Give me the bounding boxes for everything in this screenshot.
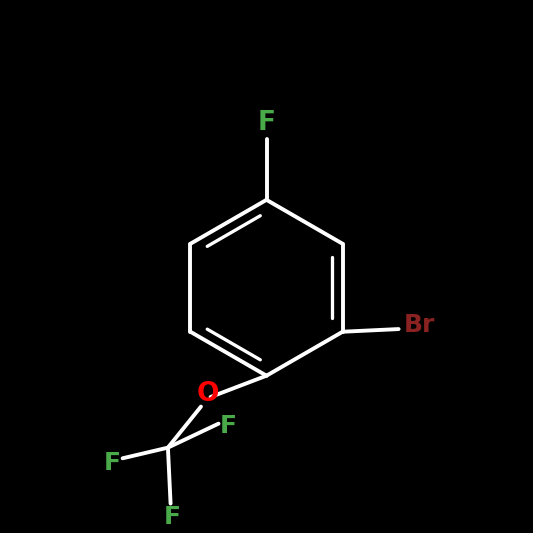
Text: F: F: [164, 505, 181, 529]
Text: Br: Br: [404, 313, 435, 337]
Text: F: F: [257, 110, 276, 135]
Text: F: F: [220, 414, 237, 438]
Text: O: O: [197, 381, 219, 407]
Text: F: F: [103, 450, 120, 474]
